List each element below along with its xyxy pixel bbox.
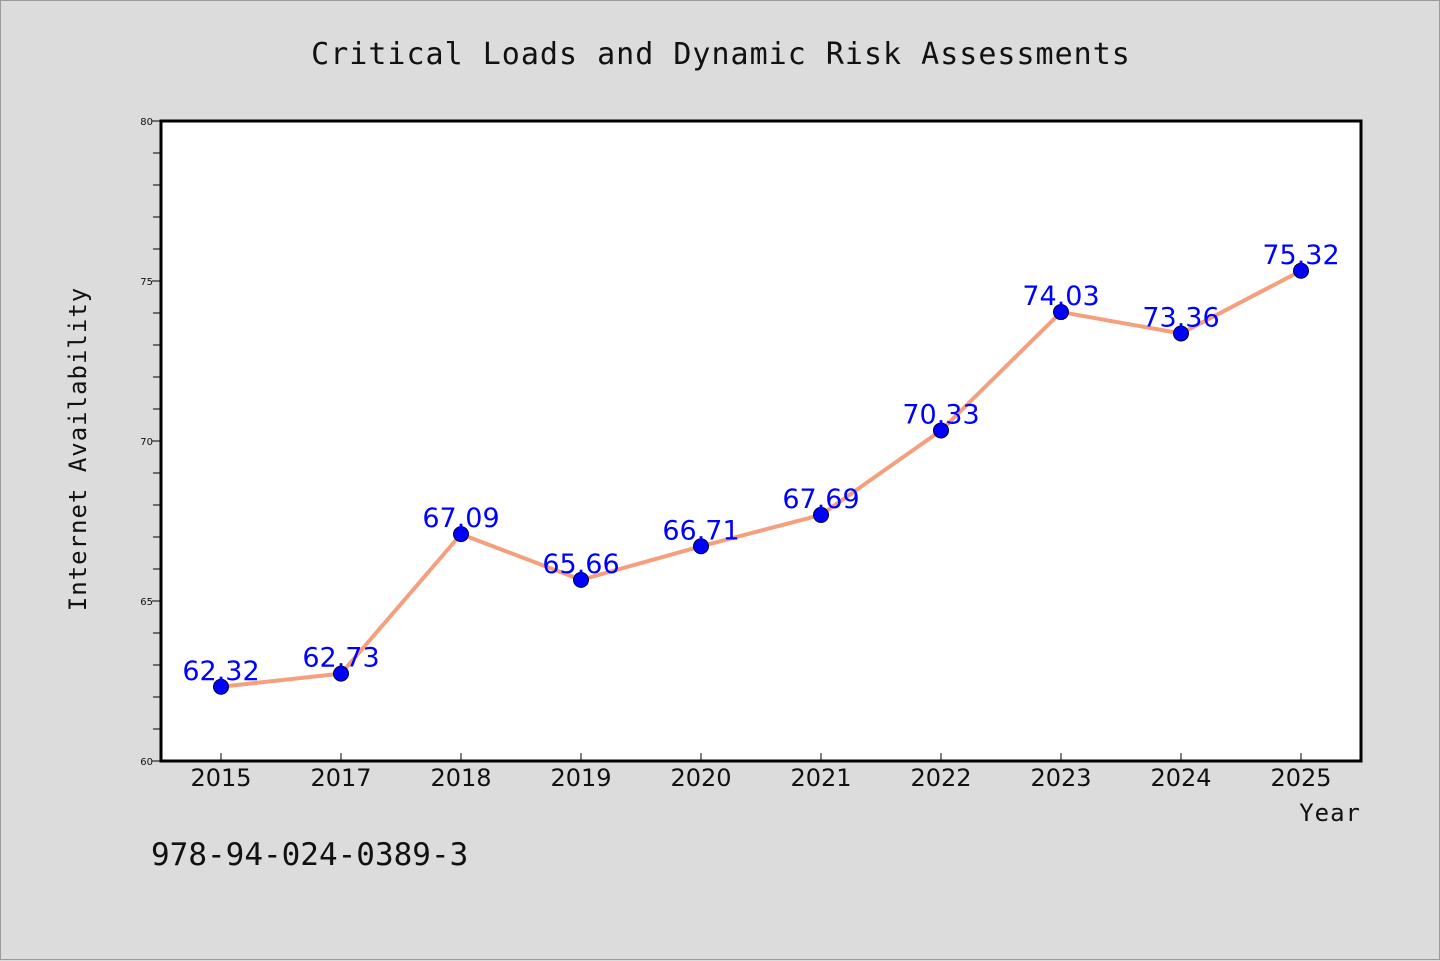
data-label: 70.33	[902, 399, 979, 430]
x-tick-label: 2015	[190, 764, 251, 792]
data-point	[1293, 262, 1309, 279]
data-label: 73.36	[1142, 302, 1219, 333]
y-tick-label: 65	[140, 597, 153, 608]
data-point	[693, 538, 709, 555]
x-tick-label: 2022	[910, 764, 971, 792]
plot-area	[159, 119, 1363, 763]
y-axis: 60 65 70 75 80	[140, 117, 161, 768]
y-tick-label: 60	[140, 757, 153, 768]
x-tick-label: 2021	[790, 764, 851, 792]
x-axis-label: Year	[1299, 799, 1361, 827]
y-axis-label: Internet Availability	[64, 287, 92, 611]
data-point	[573, 571, 589, 588]
x-tick-label: 2025	[1270, 764, 1331, 792]
x-tick-label: 2024	[1150, 764, 1211, 792]
isbn-annotation: 978-94-024-0389-3	[151, 837, 468, 873]
data-labels: 62.32 62.73 67.09 65.66 66.71 67.69 70.33 74.03…	[182, 240, 1339, 687]
x-tick-label: 2020	[670, 764, 731, 792]
data-point	[333, 665, 349, 682]
x-tick-label: 2019	[550, 764, 611, 792]
data-point	[1053, 304, 1069, 321]
y-tick-label: 80	[140, 117, 153, 128]
x-tick-label: 2023	[1030, 764, 1091, 792]
data-series	[213, 262, 1309, 695]
x-axis: 2015 2017 2018 2019 2020 2021 2022 2023 2024 2025	[190, 753, 1332, 792]
data-label: 65.66	[542, 549, 619, 580]
data-point	[933, 422, 949, 439]
y-tick-label: 70	[140, 437, 153, 448]
data-label: 66.71	[662, 515, 739, 546]
data-point	[213, 678, 229, 695]
data-point	[1173, 325, 1189, 342]
data-label: 62.73	[302, 643, 379, 674]
data-label: 67.69	[782, 484, 859, 515]
x-tick-label: 2017	[310, 764, 371, 792]
y-tick-label: 75	[140, 277, 153, 288]
x-tick-label: 2018	[430, 764, 491, 792]
series-line	[219, 268, 1303, 689]
data-point	[453, 526, 469, 543]
data-point	[813, 506, 829, 523]
data-label: 67.09	[422, 503, 499, 534]
data-label: 74.03	[1022, 281, 1099, 312]
data-label: 75.32	[1262, 240, 1339, 271]
data-label: 62.32	[182, 656, 259, 687]
chart-title: Critical Loads and Dynamic Risk Assessme…	[311, 37, 1131, 72]
